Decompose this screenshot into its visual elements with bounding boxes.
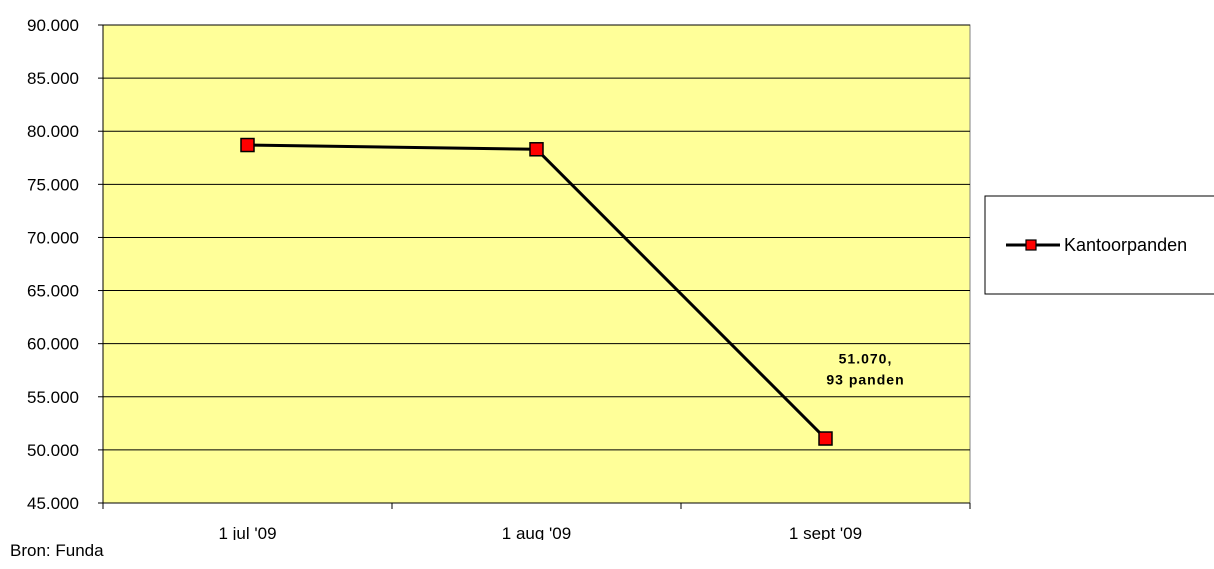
gridlines <box>98 24 971 509</box>
y-tick-label: 55.000 <box>27 388 79 407</box>
data-point-marker <box>240 137 255 153</box>
y-tick-label: 50.000 <box>27 441 79 460</box>
series-kantoorpanden <box>240 137 833 446</box>
x-tick-label: 1 sept '09 <box>789 524 862 540</box>
y-tick-label: 75.000 <box>27 175 79 194</box>
y-tick-label: 60.000 <box>27 335 79 354</box>
legend-marker <box>1025 239 1037 251</box>
source-note: Bron: Funda <box>10 541 104 560</box>
x-tick-label: 1 aug '09 <box>502 524 571 540</box>
data-label: 51.070, <box>839 351 893 367</box>
data-label: 93 panden <box>826 372 904 388</box>
y-tick-label: 85.000 <box>27 69 79 88</box>
plot-background <box>102 24 971 504</box>
x-tick-label: 1 jul '09 <box>218 524 276 540</box>
y-tick-label: 65.000 <box>27 282 79 301</box>
y-tick-label: 90.000 <box>27 16 79 35</box>
y-axis-tick-labels: 45.000 50.000 55.000 60.000 65.000 70.000 75.0… <box>27 16 79 513</box>
y-tick-label: 70.000 <box>27 228 79 247</box>
y-tick-label: 80.000 <box>27 122 79 141</box>
y-tick-label: 45.000 <box>27 494 79 513</box>
plot-area <box>102 24 971 504</box>
x-axis-tick-labels: 1 jul '09 1 aug '09 1 sept '09 <box>218 524 862 540</box>
data-point-marker <box>529 142 544 157</box>
data-point-marker <box>818 431 833 446</box>
line-chart: 45.000 50.000 55.000 60.000 65.000 70.000 75.0… <box>27 16 1214 540</box>
annotations: 51.070, 93 panden <box>826 351 904 388</box>
legend: Kantoorpanden <box>984 195 1214 295</box>
legend-label: Kantoorpanden <box>1064 235 1187 255</box>
